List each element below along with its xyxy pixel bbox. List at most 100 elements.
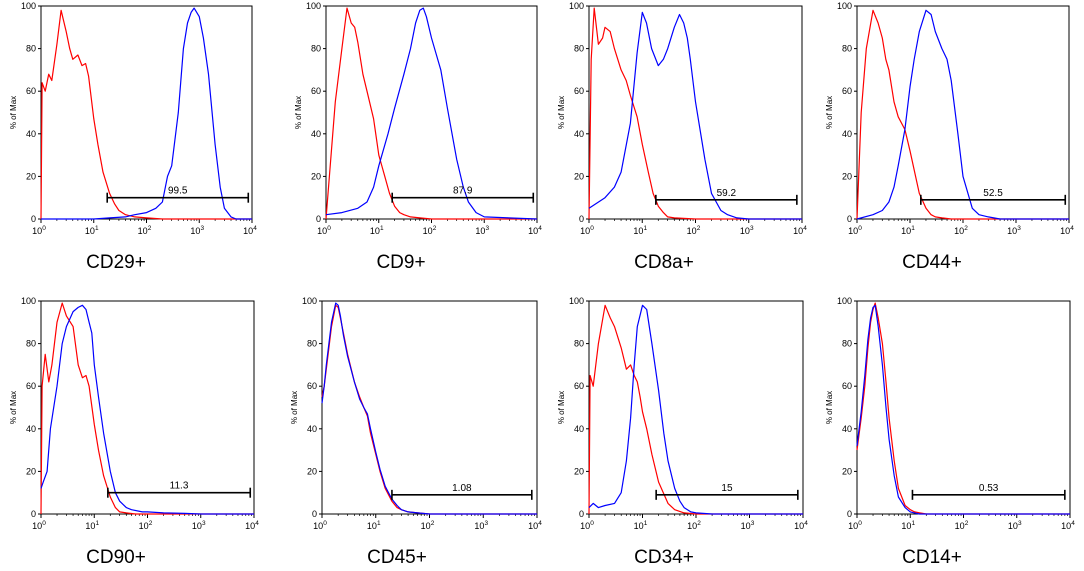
marker-histogram (588, 11, 802, 220)
y-tick-label: 40 (842, 424, 852, 434)
histogram-panel: 0 20 40 60 80 100 % of Max 100 101 102 103 104 52.5 C… (825, 1, 1074, 273)
x-tick-label: 101 (901, 225, 915, 236)
y-tick-label: 60 (574, 381, 584, 391)
y-tick-label: 60 (307, 381, 317, 391)
x-tick-label: 101 (367, 520, 381, 531)
x-tick-label: 104 (794, 520, 808, 531)
x-tick-label: 104 (528, 520, 542, 531)
control-histogram (588, 7, 802, 220)
gate-percentage: 52.5 (983, 188, 1003, 199)
y-tick-label: 40 (842, 129, 852, 139)
y-tick-label: 0 (31, 214, 36, 224)
x-tick-label: 104 (243, 225, 257, 236)
x-tick-label: 101 (85, 520, 99, 531)
y-tick-label: 20 (311, 171, 321, 181)
x-tick-label: 101 (901, 520, 915, 531)
y-tick-label: 0 (579, 214, 584, 224)
y-tick-label: 80 (26, 339, 36, 349)
x-tick-label: 103 (192, 520, 206, 531)
y-tick-label: 60 (26, 86, 36, 96)
plot-frame (588, 300, 804, 515)
x-tick-label: 101 (370, 225, 384, 236)
y-tick-label: 100 (837, 296, 852, 306)
plot-frame (321, 300, 538, 515)
control-histogram (856, 9, 1069, 220)
y-tick-label: 20 (574, 466, 584, 476)
y-axis-label: % of Max (825, 96, 834, 129)
x-tick-label: 100 (32, 520, 46, 531)
y-tick-label: 0 (316, 214, 321, 224)
x-tick-label: 101 (633, 225, 647, 236)
x-tick-label: 103 (1008, 520, 1022, 531)
x-tick-label: 100 (32, 225, 46, 236)
y-tick-label: 100 (21, 296, 36, 306)
y-tick-label: 80 (574, 339, 584, 349)
x-tick-label: 102 (954, 225, 968, 236)
histogram-panel: 0 20 40 60 80 100 % of Max 100 101 102 103 104 11.3 C… (9, 296, 259, 568)
x-tick-label: 100 (317, 225, 331, 236)
control-histogram (40, 9, 252, 220)
y-tick-label: 100 (837, 1, 852, 11)
panel-title: CD14+ (902, 547, 962, 568)
x-tick-label: 104 (528, 225, 542, 236)
y-axis-label: % of Max (825, 391, 834, 424)
y-tick-label: 100 (306, 1, 321, 11)
marker-histogram (40, 304, 254, 515)
histogram-panel: 0 20 40 60 80 100 % of Max 100 101 102 103 104 15 CD3… (557, 296, 808, 568)
y-axis-label: % of Max (290, 391, 299, 424)
y-tick-label: 0 (847, 509, 852, 519)
y-axis-label: % of Max (557, 391, 566, 424)
x-tick-label: 102 (423, 225, 437, 236)
y-tick-label: 20 (26, 466, 36, 476)
gate-percentage: 59.2 (717, 188, 737, 199)
y-axis-label: % of Max (9, 391, 18, 424)
marker-histogram (856, 304, 1070, 515)
panel-title: CD44+ (902, 252, 962, 273)
control-histogram (856, 302, 1070, 515)
gate-percentage: 99.5 (168, 186, 188, 197)
y-tick-label: 100 (569, 296, 584, 306)
x-tick-label: 104 (793, 225, 807, 236)
x-tick-label: 103 (740, 225, 754, 236)
y-tick-label: 80 (842, 44, 852, 54)
x-tick-label: 100 (580, 225, 594, 236)
y-axis-label: % of Max (294, 96, 303, 129)
control-histogram (40, 302, 254, 515)
x-tick-label: 104 (1061, 520, 1075, 531)
x-tick-label: 103 (475, 225, 489, 236)
y-tick-label: 100 (21, 1, 36, 11)
x-tick-label: 104 (245, 520, 259, 531)
y-tick-label: 80 (574, 44, 584, 54)
y-tick-label: 20 (574, 171, 584, 181)
panel-title: CD9+ (376, 252, 425, 273)
marker-histogram (856, 9, 1069, 220)
histogram-panel: 0 20 40 60 80 100 % of Max 100 101 102 103 104 87.9 C… (294, 1, 542, 273)
x-tick-label: 103 (474, 520, 488, 531)
histogram-panel: 0 20 40 60 80 100 % of Max 100 101 102 103 104 99.5 C… (9, 1, 257, 273)
y-tick-label: 0 (579, 509, 584, 519)
marker-histogram (321, 302, 537, 515)
control-histogram (321, 304, 537, 515)
y-tick-label: 0 (312, 509, 317, 519)
gate-percentage: 11.3 (170, 481, 189, 492)
y-tick-label: 60 (842, 381, 852, 391)
gate-percentage: 15 (721, 483, 733, 494)
x-tick-label: 103 (1007, 225, 1021, 236)
x-tick-label: 102 (955, 520, 969, 531)
plot-frame (856, 5, 1070, 220)
x-tick-label: 100 (313, 520, 327, 531)
y-axis-label: % of Max (557, 96, 566, 129)
y-tick-label: 100 (302, 296, 317, 306)
y-tick-label: 40 (574, 129, 584, 139)
marker-histogram (325, 7, 538, 220)
y-tick-label: 20 (842, 171, 852, 181)
x-tick-label: 102 (139, 520, 153, 531)
y-tick-label: 20 (307, 466, 317, 476)
x-tick-label: 100 (580, 520, 594, 531)
y-tick-label: 60 (842, 86, 852, 96)
control-histogram (588, 304, 803, 515)
gate-percentage: 87.9 (453, 186, 473, 197)
x-tick-label: 102 (687, 520, 701, 531)
y-tick-label: 40 (26, 424, 36, 434)
